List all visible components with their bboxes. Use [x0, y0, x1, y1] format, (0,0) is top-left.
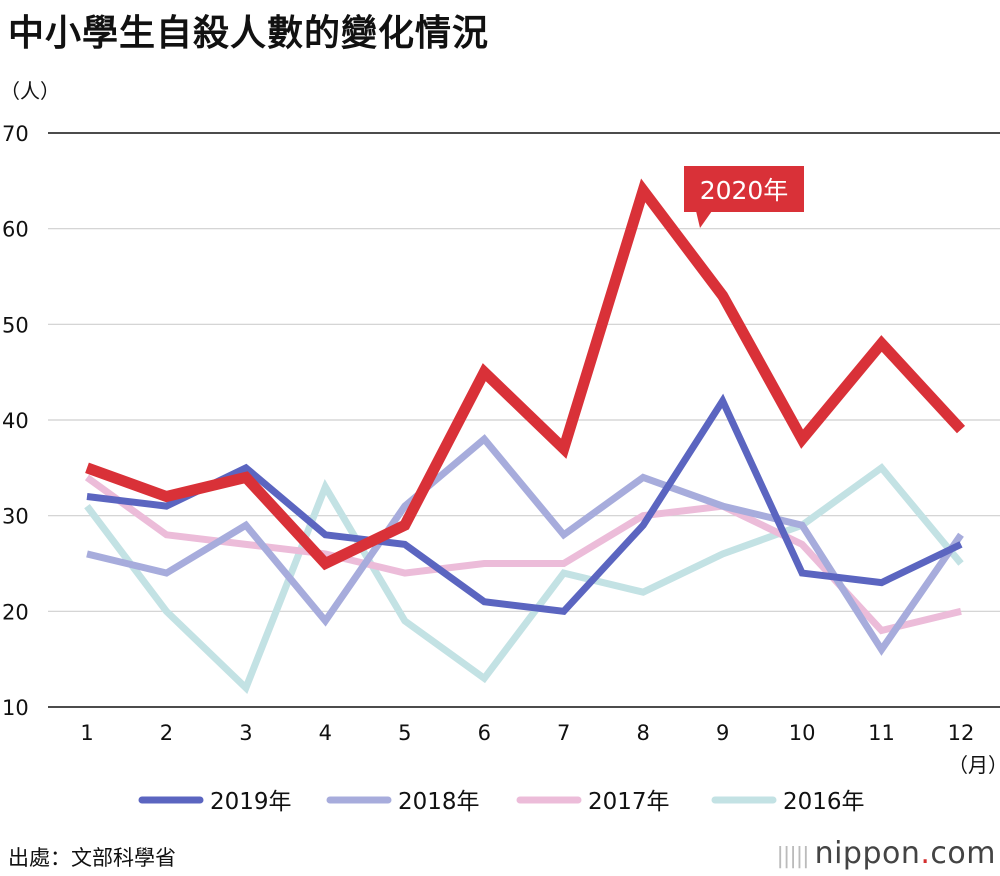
y-tick-label: 30 — [2, 505, 29, 529]
x-tick-labels: 1 2 3 4 5 6 7 8 9 10 11 12 — [80, 721, 974, 745]
y-axis-label: （人） — [0, 79, 60, 103]
y-tick-labels: 10 20 30 40 50 60 70 — [2, 122, 29, 720]
legend-label: 2017年 — [588, 789, 670, 815]
x-tick-label: 1 — [80, 721, 93, 745]
x-tick-label: 11 — [868, 721, 895, 745]
x-tick-label: 5 — [398, 721, 411, 745]
callout-pointer — [696, 211, 712, 228]
logo-text-main: nippon — [814, 836, 921, 871]
source-note: 出處：文部科學省 — [8, 846, 176, 870]
x-tick-label: 10 — [789, 721, 816, 745]
logo-text-dot: . — [920, 836, 931, 871]
gridlines — [48, 132, 1000, 708]
legend: 2019年 2018年 2017年 2016年 — [138, 789, 865, 815]
series-line-2018年 — [86, 434, 964, 656]
x-tick-label: 2 — [160, 721, 173, 745]
x-tick-label: 4 — [319, 721, 332, 745]
y-tick-label: 20 — [2, 600, 29, 624]
callout-2020: 2020年 — [684, 166, 804, 228]
logo-text-tld: com — [930, 836, 996, 871]
y-tick-label: 10 — [2, 696, 29, 720]
series-line-2019年 — [86, 393, 963, 616]
x-tick-label: 7 — [557, 721, 570, 745]
x-axis-unit-label: （月） — [948, 753, 1000, 777]
legend-label: 2019年 — [210, 789, 292, 815]
x-tick-label: 8 — [636, 721, 649, 745]
series-line-2020年 — [85, 178, 966, 571]
nippon-logo[interactable]: ||||| nippon.com — [777, 836, 997, 871]
series-lines — [84, 178, 966, 695]
x-tick-label: 6 — [478, 721, 491, 745]
y-tick-label: 60 — [2, 218, 29, 242]
y-tick-label: 40 — [2, 409, 29, 433]
x-tick-label: 9 — [716, 721, 729, 745]
series-line-2017年 — [84, 474, 962, 635]
x-tick-label: 12 — [948, 721, 975, 745]
y-tick-label: 50 — [2, 313, 29, 337]
legend-label: 2016年 — [783, 789, 865, 815]
series-line-2016年 — [84, 463, 964, 695]
chart-title: 中小學生自殺人數的變化情況 — [8, 13, 490, 54]
x-tick-label: 3 — [239, 721, 252, 745]
logo-bars-icon: ||||| — [776, 844, 810, 869]
callout-box — [684, 166, 804, 212]
legend-label: 2018年 — [398, 789, 480, 815]
y-tick-label: 70 — [2, 122, 29, 146]
callout-label: 2020年 — [700, 176, 789, 205]
